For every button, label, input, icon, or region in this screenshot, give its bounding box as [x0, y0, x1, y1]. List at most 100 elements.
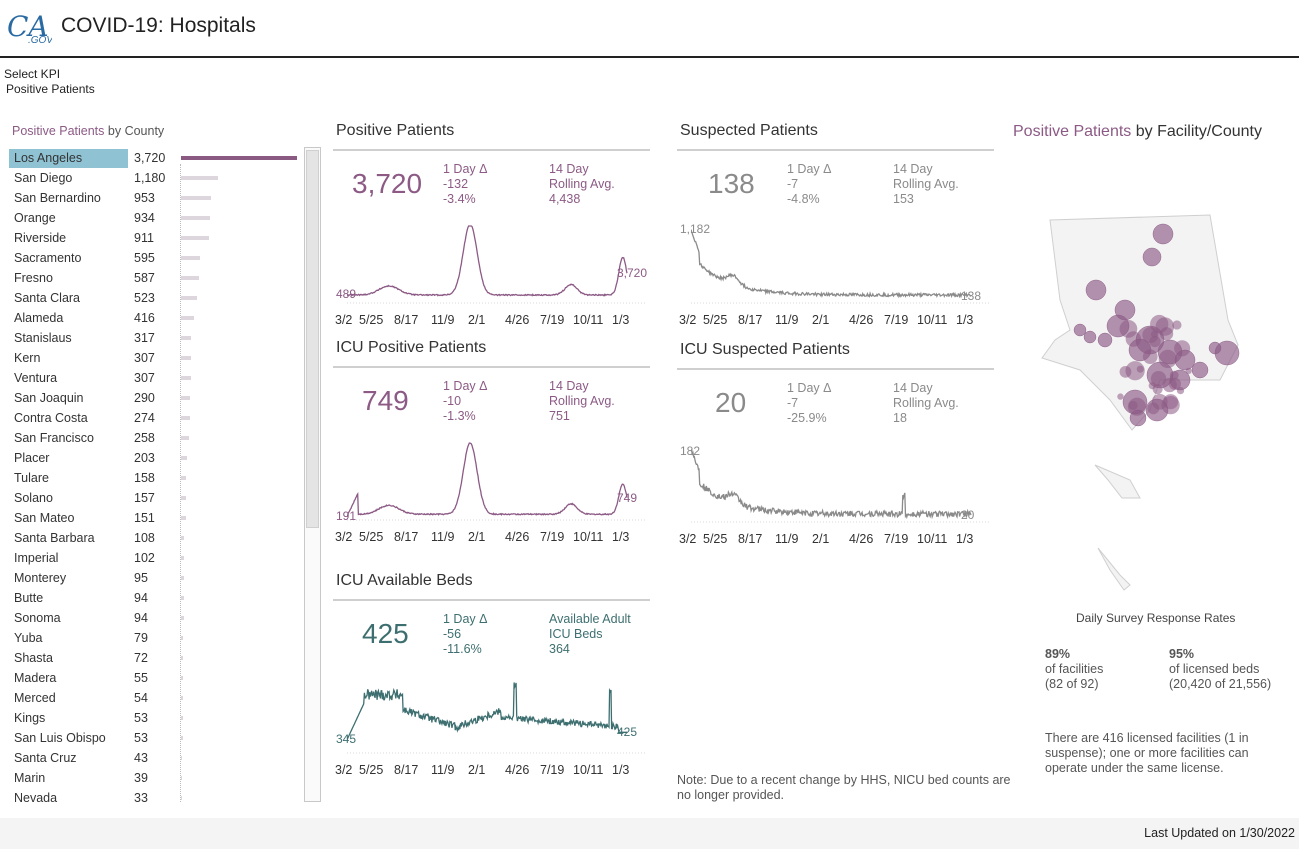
county-bar: [181, 176, 218, 180]
facility-bubble: [1119, 319, 1138, 338]
county-row[interactable]: San Bernardino 953: [9, 189, 299, 208]
icu_suspected-start-label: 182: [680, 443, 701, 458]
county-row[interactable]: Stanislaus 317: [9, 329, 299, 348]
county-value: 416: [134, 311, 155, 325]
county-row[interactable]: Santa Barbara 108: [9, 529, 299, 548]
positive-value: 3,720: [352, 168, 423, 199]
county-name: Sacramento: [14, 251, 82, 265]
county-name: Orange: [14, 211, 56, 225]
county-row[interactable]: Sonoma 94: [9, 609, 299, 628]
suspected-sparkline[interactable]: [691, 220, 991, 305]
icu_positive-end-label: 749: [617, 490, 638, 505]
county-row[interactable]: San Joaquin 290: [9, 389, 299, 408]
icu_beds-sparkline[interactable]: [347, 670, 647, 755]
county-name: Placer: [14, 451, 50, 465]
county-row[interactable]: Nevada 33: [9, 789, 299, 808]
county-row[interactable]: Tulare 158: [9, 469, 299, 488]
county-bar: [181, 196, 211, 200]
x-tick-label: 11/9: [431, 313, 455, 327]
county-row[interactable]: Placer 203: [9, 449, 299, 468]
county-bar: [181, 716, 183, 720]
icu_suspected-sparkline[interactable]: [691, 439, 991, 524]
county-row[interactable]: Solano 157: [9, 489, 299, 508]
county-row[interactable]: Santa Clara 523: [9, 289, 299, 308]
facility-bubble: [1172, 320, 1182, 330]
facility-bubbles: [1073, 223, 1240, 427]
survey-beds-pct: 95%: [1169, 647, 1195, 661]
county-row[interactable]: Imperial 102: [9, 549, 299, 568]
county-value: 307: [134, 371, 155, 385]
icu_suspected-rule: [677, 368, 994, 370]
facility-bubble: [1147, 402, 1160, 415]
county-row[interactable]: San Francisco 258: [9, 429, 299, 448]
icu_positive-sparkline[interactable]: [347, 437, 647, 522]
county-row[interactable]: Marin 39: [9, 769, 299, 788]
county-list-scrollbar[interactable]: [304, 147, 321, 802]
county-value: 55: [134, 671, 148, 685]
selected-highlight: [9, 149, 128, 168]
county-value: 307: [134, 351, 155, 365]
county-row[interactable]: San Diego 1,180: [9, 169, 299, 188]
facility-bubble: [1208, 341, 1222, 355]
positive-end-label: 3,720: [617, 266, 648, 281]
county-row[interactable]: Monterey 95: [9, 569, 299, 588]
county-row[interactable]: Riverside 911: [9, 229, 299, 248]
facility-bubble: [1169, 370, 1179, 380]
nicu-note: Note: Due to a recent change by HHS, NIC…: [677, 773, 1011, 802]
x-tick-label: 1/3: [612, 763, 630, 777]
county-row[interactable]: Butte 94: [9, 589, 299, 608]
county-row[interactable]: Merced 54: [9, 689, 299, 708]
county-value: 934: [134, 211, 155, 225]
icu_suspected-delta-pct: -25.9%: [787, 411, 827, 425]
survey-facilities-count: (82 of 92): [1045, 677, 1099, 691]
scrollbar-thumb[interactable]: [306, 150, 319, 528]
county-row[interactable]: Sacramento 595: [9, 249, 299, 268]
last-updated: Last Updated on 1/30/2022: [1144, 826, 1295, 840]
county-row[interactable]: Contra Costa 274: [9, 409, 299, 428]
county-bar: [181, 456, 188, 460]
x-tick-label: 4/26: [505, 530, 530, 544]
county-row[interactable]: Shasta 72: [9, 649, 299, 668]
county-value: 53: [134, 731, 148, 745]
x-tick-label: 5/25: [703, 532, 728, 546]
map-title: Positive Patients by Facility/County: [1013, 123, 1262, 140]
county-bar: [181, 616, 184, 620]
facility-bubble: [1083, 330, 1097, 344]
icu_suspected-title: ICU Suspected Patients: [680, 341, 850, 358]
suspected-start-label: 1,182: [680, 221, 711, 236]
county-name: Los Angeles: [14, 151, 83, 165]
county-row[interactable]: San Luis Obispo 53: [9, 729, 299, 748]
positive-sparkline[interactable]: [347, 220, 647, 305]
county-name: Merced: [14, 691, 56, 705]
x-tick-label: 1/3: [612, 313, 630, 327]
county-bar: [181, 756, 183, 760]
county-value: 94: [134, 611, 148, 625]
kpi-select[interactable]: Positive Patients: [6, 82, 95, 96]
county-row[interactable]: Alameda 416: [9, 309, 299, 328]
county-row[interactable]: Ventura 307: [9, 369, 299, 388]
facility-map[interactable]: [1020, 180, 1280, 600]
county-bar: [181, 416, 190, 420]
header: CA .GOV COVID-19: Hospitals: [0, 0, 1299, 58]
county-value: 108: [134, 531, 155, 545]
county-row[interactable]: Santa Cruz 43: [9, 749, 299, 768]
x-tick-label: 11/9: [775, 532, 799, 546]
positive-delta-label: 1 Day Δ: [443, 162, 488, 176]
x-tick-label: 4/26: [505, 313, 530, 327]
county-bar: [181, 396, 191, 400]
county-row[interactable]: Orange 934: [9, 209, 299, 228]
county-row[interactable]: Los Angeles 3,720: [9, 149, 299, 168]
x-tick-label: 2/1: [468, 763, 486, 777]
facility-bubble: [1136, 365, 1144, 373]
sparkline-line: [347, 225, 628, 297]
icu_beds-title: ICU Available Beds: [336, 572, 473, 589]
county-row[interactable]: San Mateo 151: [9, 509, 299, 528]
county-row[interactable]: Madera 55: [9, 669, 299, 688]
county-name: Butte: [14, 591, 44, 605]
county-row[interactable]: Fresno 587: [9, 269, 299, 288]
county-row[interactable]: Kern 307: [9, 349, 299, 368]
ca-gov-logo[interactable]: CA .GOV: [6, 6, 52, 46]
facility-bubble: [1168, 377, 1181, 390]
county-row[interactable]: Yuba 79: [9, 629, 299, 648]
county-row[interactable]: Kings 53: [9, 709, 299, 728]
